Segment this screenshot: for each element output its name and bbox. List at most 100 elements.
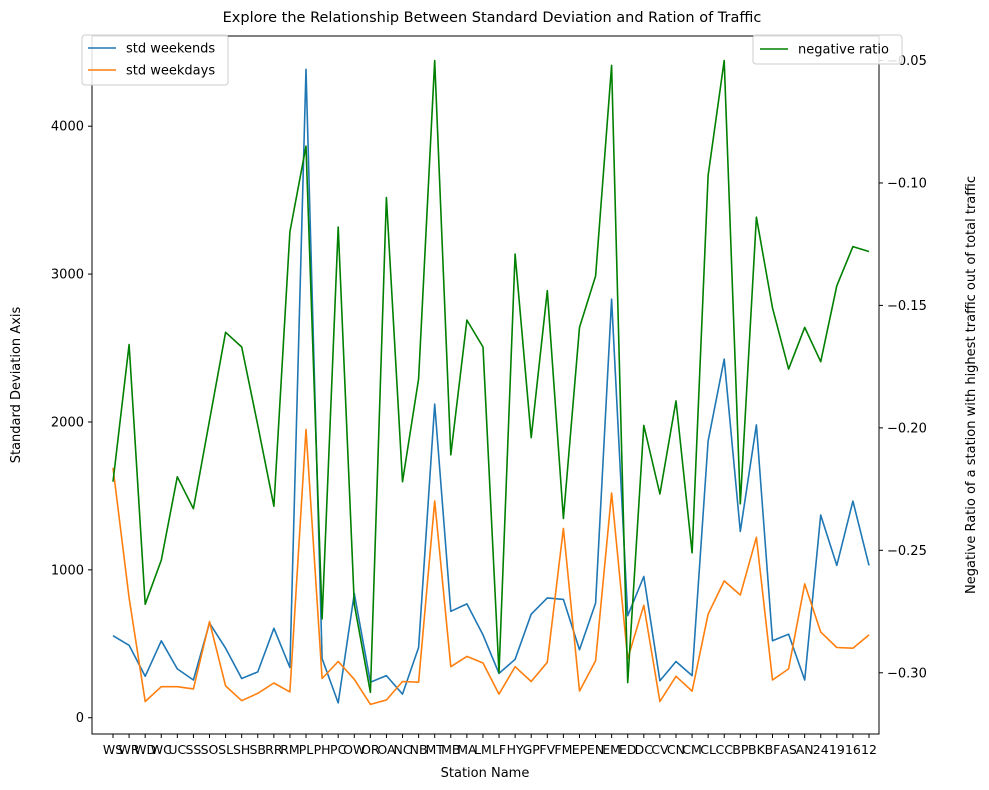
data-point-std-weekdays-rm-11 — [289, 691, 292, 694]
plot-frame — [91, 35, 880, 735]
data-point-std-weekdays-ep-29 — [578, 690, 581, 693]
x-axis-label: Station Name — [441, 766, 530, 781]
data-point-std-weekends-sb-9 — [256, 671, 259, 674]
data-point-std-weekdays-wc-3 — [160, 685, 163, 688]
data-point-std-weekdays-nb-19 — [417, 681, 420, 684]
data-point-negative-ratio-rr-10 — [273, 505, 276, 508]
data-point-std-weekdays-cm-36 — [691, 690, 694, 693]
data-point-std-weekends-lm-23 — [482, 634, 485, 637]
y-axis-label: Standard Deviation Axis — [9, 306, 24, 463]
x-tick-label-wc-3: WC — [151, 742, 172, 757]
y-tick-label-2000: 2000 — [51, 415, 84, 430]
data-point-negative-ratio-wc-3 — [160, 559, 163, 562]
series-line-negative-ratio — [112, 59, 870, 694]
right-axis-ticks: −0.30−0.25−0.20−0.15−0.10−0.05 — [879, 54, 927, 681]
data-point-std-weekends-ss-5 — [192, 679, 195, 682]
data-point-negative-ratio-rm-11 — [289, 231, 292, 234]
data-point-negative-ratio-cl-37 — [707, 174, 710, 177]
data-point-std-weekdays-gp-26 — [530, 680, 533, 683]
data-point-std-weekdays-bk-40 — [755, 536, 758, 539]
x-tick-label-bk-40: BK — [748, 742, 766, 757]
data-point-std-weekdays-lf-24 — [498, 693, 501, 696]
data-point-std-weekends-ma-22 — [466, 603, 469, 606]
data-point-negative-ratio-so-6 — [208, 419, 211, 422]
data-point-std-weekdays-19-45 — [835, 646, 838, 649]
data-point-negative-ratio-lm-23 — [482, 346, 485, 349]
data-point-negative-ratio-gp-26 — [530, 436, 533, 439]
x-tick-label-ws-0: WS — [103, 742, 123, 757]
data-point-std-weekends-rr-10 — [273, 627, 276, 630]
x-tick-label-gp-26: GP — [523, 742, 541, 757]
data-point-std-weekends-mt-20 — [433, 403, 436, 406]
data-point-std-weekends-cv-34 — [659, 679, 662, 682]
data-point-negative-ratio-uc-4 — [176, 475, 179, 478]
data-point-std-weekdays-rr-10 — [273, 682, 276, 685]
x-tick-label-cc-38: CC — [715, 742, 733, 757]
x-tick-label-cv-34: CV — [651, 742, 669, 757]
data-point-negative-ratio-em-31 — [610, 64, 613, 67]
data-point-negative-ratio-cc-38 — [723, 59, 726, 62]
data-point-std-weekends-pl-12 — [305, 68, 308, 71]
data-point-std-weekends-gp-26 — [530, 613, 533, 616]
data-point-negative-ratio-ss-5 — [192, 507, 195, 510]
chart-title: Explore the Relationship Between Standar… — [223, 10, 762, 26]
data-point-negative-ratio-lf-24 — [498, 671, 501, 674]
data-point-std-weekdays-sb-9 — [256, 692, 259, 695]
data-point-std-weekdays-lm-23 — [482, 662, 485, 665]
x-tick-label-sb-9: SB — [250, 742, 267, 757]
data-point-std-weekends-nc-18 — [401, 693, 404, 696]
data-point-std-weekends-uc-4 — [176, 668, 179, 671]
x-tick-label-nb-19: NB — [410, 742, 428, 757]
x-tick-label-dc-33: DC — [635, 742, 654, 757]
data-point-std-weekdays-cv-34 — [659, 700, 662, 703]
data-point-std-weekends-cc-38 — [723, 358, 726, 361]
data-point-negative-ratio-mb-21 — [449, 453, 452, 456]
data-point-negative-ratio-bp-39 — [739, 502, 742, 505]
x-tick-label-ph-13: PH — [314, 742, 331, 757]
data-point-std-weekends-cm-36 — [691, 674, 694, 677]
data-point-std-weekdays-as-42 — [787, 668, 790, 671]
data-point-std-weekends-sl-7 — [224, 647, 227, 650]
data-point-negative-ratio-wd-2 — [144, 603, 147, 606]
data-point-std-weekdays-or-16 — [369, 703, 372, 706]
data-point-std-weekends-nb-19 — [417, 646, 420, 649]
data-point-negative-ratio-sl-7 — [224, 331, 227, 334]
x-tick-label-24-44: 24 — [813, 742, 829, 757]
x-tick-label-uc-4: UC — [168, 742, 186, 757]
data-point-std-weekdays-uc-4 — [176, 685, 179, 688]
data-point-std-weekends-mb-21 — [449, 610, 452, 613]
data-point-std-weekends-en-30 — [594, 602, 597, 605]
x-tick-label-ss-5: SS — [185, 742, 201, 757]
data-point-std-weekdays-mt-20 — [433, 500, 436, 503]
data-point-negative-ratio-24-44 — [819, 360, 822, 363]
x-tick-label-en-30: EN — [587, 742, 604, 757]
data-point-std-weekdays-cl-37 — [707, 613, 710, 616]
x-tick-label-nc-18: NC — [393, 742, 411, 757]
y-axis-right-label: Negative Ratio of a station with highest… — [964, 176, 979, 594]
data-point-std-weekends-ws-0 — [112, 634, 115, 637]
data-point-std-weekdays-pc-14 — [337, 660, 340, 663]
data-point-std-weekends-fm-28 — [562, 598, 565, 601]
series-line-std-weekdays — [112, 428, 870, 706]
data-point-negative-ratio-ow-15 — [353, 603, 356, 606]
data-point-std-weekends-24-44 — [819, 514, 822, 517]
legend-left-box — [81, 34, 229, 86]
x-tick-label-ow-15: OW — [343, 742, 365, 757]
data-point-negative-ratio-pc-14 — [337, 226, 340, 229]
series-line-std-weekends — [112, 68, 870, 704]
x-tick-label-as-42: AS — [780, 742, 797, 757]
data-point-negative-ratio-ep-29 — [578, 326, 581, 329]
x-tick-label-fv-27: FV — [539, 742, 555, 757]
x-tick-label-em-31: EM — [602, 742, 621, 757]
legend-right: negative ratio — [752, 34, 903, 65]
data-point-std-weekends-19-45 — [835, 564, 838, 567]
data-point-std-weekdays-mb-21 — [449, 665, 452, 668]
data-point-std-weekdays-ss-5 — [192, 688, 195, 691]
y-right-tick-label-1: −0.25 — [887, 544, 927, 559]
data-point-negative-ratio-bk-40 — [755, 216, 758, 219]
x-tick-label-so-6: SO — [201, 742, 219, 757]
data-point-std-weekends-wr-1 — [128, 644, 131, 647]
y-tick-label-4000: 4000 — [51, 120, 84, 135]
x-tick-label-oa-17: OA — [377, 742, 396, 757]
